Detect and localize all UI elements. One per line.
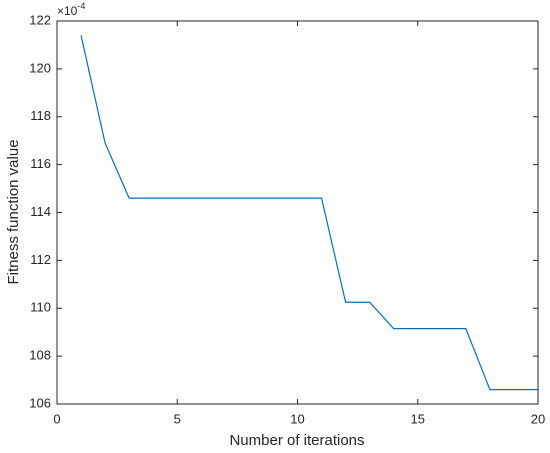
y-tick-label: 122: [29, 12, 51, 27]
y-multiplier-exponent: -4: [77, 1, 85, 11]
y-tick-label: 108: [29, 348, 51, 363]
y-multiplier: ×10-4: [57, 1, 85, 18]
y-axis-label: Fitness function value: [5, 139, 22, 284]
y-tick-label: 106: [29, 395, 51, 410]
data-line: [80, 35, 538, 391]
y-tick-label: 120: [29, 60, 51, 75]
x-tick-label: 10: [290, 411, 304, 426]
y-tick-label: 112: [30, 252, 51, 267]
x-axis-label: Number of iterations: [229, 432, 364, 449]
y-multiplier-base: ×10: [57, 4, 78, 18]
x-tick-label: 20: [531, 411, 545, 426]
y-tick-label: 116: [30, 156, 51, 171]
x-tick-label: 0: [53, 411, 60, 426]
y-tick-label: 110: [30, 300, 51, 315]
x-tick-label: 15: [411, 411, 425, 426]
y-tick-label: 114: [30, 204, 51, 219]
x-tick-label: 5: [174, 411, 181, 426]
y-tick-label: 118: [30, 108, 51, 123]
